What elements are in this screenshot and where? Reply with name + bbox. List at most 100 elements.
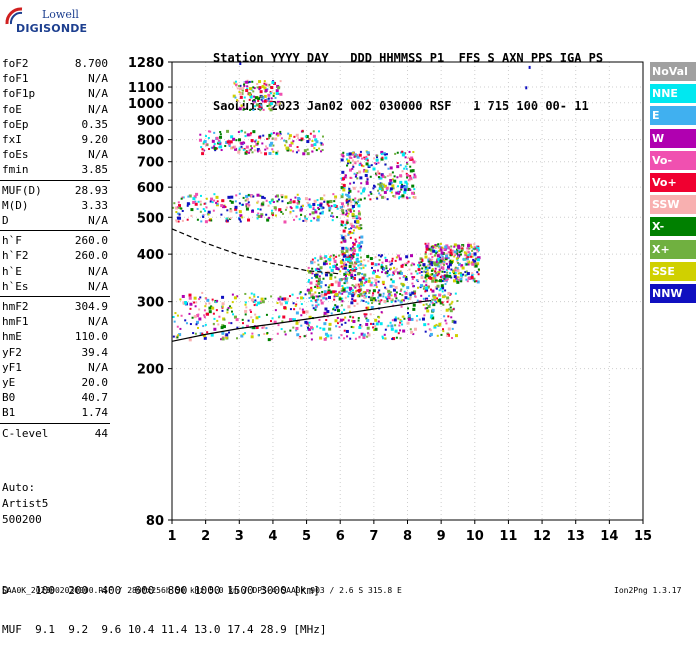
echo-dot — [346, 256, 349, 259]
echo-dot — [409, 165, 412, 168]
echo-dot — [254, 96, 258, 100]
echo-dot — [404, 165, 407, 168]
echo-dot — [468, 247, 471, 250]
echo-dot — [411, 158, 414, 161]
echo-dot — [238, 87, 242, 91]
echo-dot — [368, 296, 371, 299]
echo-dot — [377, 161, 380, 164]
echo-dot — [413, 192, 416, 195]
echo-dot — [358, 197, 362, 201]
echo-dot — [350, 224, 354, 228]
echo-dot — [311, 258, 314, 261]
echo-dot — [308, 296, 311, 299]
echo-dot — [446, 335, 449, 338]
echo-dot — [242, 108, 245, 111]
echo-dot — [248, 133, 252, 137]
echo-dot — [334, 290, 337, 293]
echo-dot — [445, 254, 449, 258]
echo-dot — [272, 131, 275, 134]
echo-dot — [435, 301, 438, 304]
echo-dot — [273, 81, 277, 85]
echo-dot — [360, 280, 364, 284]
echo-dot — [349, 270, 353, 274]
echo-dot — [426, 285, 430, 289]
echo-dot — [400, 305, 403, 308]
echo-dot — [349, 290, 352, 293]
echo-dot — [314, 285, 317, 288]
echo-dot — [301, 308, 304, 311]
echo-dot — [245, 88, 249, 92]
echo-dot — [361, 276, 365, 280]
echo-dot — [402, 152, 406, 156]
echo-dot — [289, 206, 292, 209]
echo-dot — [403, 190, 407, 194]
echo-dot — [372, 289, 376, 293]
echo-dot — [365, 157, 369, 161]
echo-dot — [466, 254, 470, 258]
echo-dot — [375, 158, 379, 162]
echo-dot — [295, 329, 298, 332]
echo-dot — [325, 262, 328, 265]
echo-dot — [424, 266, 427, 269]
echo-dot — [382, 292, 385, 295]
echo-dot — [440, 253, 443, 256]
echo-dot — [398, 257, 402, 261]
echo-dot — [378, 316, 381, 319]
x-trace-line — [171, 228, 341, 275]
legend-item-nnw: NNW — [650, 283, 696, 303]
echo-dot — [247, 193, 250, 196]
echo-dot — [323, 199, 326, 202]
echo-dot — [199, 332, 203, 336]
echo-dot — [216, 319, 219, 322]
echo-dot — [347, 254, 350, 257]
echo-dot — [439, 256, 442, 259]
echo-dot — [396, 151, 399, 154]
echo-dot — [360, 192, 363, 195]
echo-dot — [351, 231, 354, 234]
echo-dot — [311, 211, 315, 215]
echo-dot — [202, 334, 206, 338]
echo-dot — [427, 242, 430, 245]
echo-dot — [410, 272, 413, 275]
echo-dot — [199, 133, 202, 136]
echo-dot — [319, 256, 323, 260]
echo-dot — [194, 305, 197, 308]
echo-dot — [345, 256, 348, 259]
echo-dot — [221, 331, 225, 335]
echo-dot — [216, 203, 219, 206]
echo-dot — [242, 148, 245, 151]
echo-dot — [430, 263, 433, 266]
echo-dot — [180, 197, 183, 200]
echo-dot — [321, 197, 324, 200]
echo-dot — [266, 137, 269, 140]
echo-dot — [186, 204, 189, 207]
echo-dot — [453, 252, 456, 255]
echo-dot — [402, 329, 406, 333]
echo-dot — [172, 335, 175, 338]
echo-dot — [377, 291, 380, 294]
echo-dot — [244, 309, 248, 313]
echo-dot — [400, 320, 403, 323]
echo-dot — [424, 330, 427, 333]
echo-dot — [466, 247, 469, 250]
echo-dot — [451, 300, 454, 303]
echo-dot — [234, 207, 238, 211]
echo-dot — [425, 247, 429, 251]
echo-dot — [268, 103, 272, 107]
echo-dot — [210, 219, 213, 222]
echo-dot — [429, 253, 432, 256]
echo-dot — [346, 158, 349, 161]
echo-dot — [324, 271, 328, 275]
echo-dot — [449, 260, 453, 264]
echo-dot — [265, 213, 268, 216]
echo-dot — [176, 212, 179, 215]
echo-dot — [256, 193, 260, 197]
echo-dot — [443, 263, 446, 266]
echo-dot — [283, 306, 287, 310]
echo-dot — [403, 186, 406, 189]
echo-dot — [370, 262, 374, 266]
echo-dot — [367, 279, 371, 283]
echo-dot — [391, 337, 394, 340]
echo-dot — [313, 199, 317, 203]
echo-dot — [316, 218, 320, 222]
